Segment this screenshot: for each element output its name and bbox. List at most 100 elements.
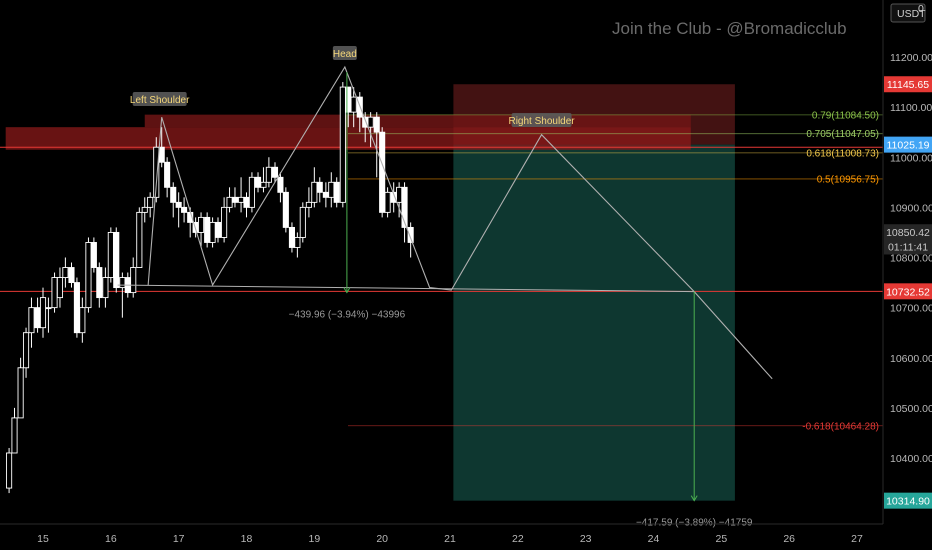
zones-layer bbox=[5, 84, 735, 501]
candle bbox=[311, 181, 318, 203]
y-tick-label: 11200.00 bbox=[890, 52, 932, 64]
left-shoulder-label: Left Shoulder bbox=[130, 95, 190, 106]
fib-label-2: 0.618(11008.73) bbox=[806, 148, 879, 159]
candle bbox=[243, 196, 250, 208]
price-tag-3 bbox=[884, 238, 932, 255]
fib-label-4: -0.618(10464.28) bbox=[802, 421, 879, 432]
candle bbox=[170, 186, 177, 203]
candle bbox=[175, 201, 182, 208]
resistance-zone-upper bbox=[144, 114, 691, 128]
x-tick-label: 21 bbox=[444, 533, 456, 545]
price-tag-4 bbox=[884, 283, 932, 300]
candle bbox=[51, 277, 58, 309]
candle bbox=[153, 146, 160, 198]
candle bbox=[214, 221, 222, 238]
x-tick-label: 24 bbox=[648, 533, 660, 545]
candle bbox=[28, 307, 35, 334]
candle bbox=[277, 176, 284, 193]
candle bbox=[204, 216, 211, 243]
candle bbox=[56, 277, 64, 299]
resistance-zone bbox=[5, 127, 691, 150]
take-profit-zone bbox=[453, 144, 735, 501]
candle bbox=[238, 196, 245, 203]
candle bbox=[260, 181, 267, 188]
candle bbox=[68, 267, 75, 284]
candle bbox=[271, 166, 279, 178]
neckline bbox=[117, 284, 695, 293]
x-tick-label: 19 bbox=[308, 533, 320, 545]
x-tick-label: 27 bbox=[851, 533, 863, 545]
candle bbox=[248, 176, 255, 208]
price-tag-label-3: 01:11:41 bbox=[888, 241, 928, 253]
price-tag-label-0: 11145.65 bbox=[887, 79, 929, 91]
currency-button[interactable] bbox=[890, 3, 926, 23]
price-tag-5 bbox=[884, 492, 932, 509]
fib-label-1: 0.705(11047.05) bbox=[806, 129, 879, 140]
measure-arrow-icon bbox=[690, 495, 698, 502]
candle bbox=[113, 231, 120, 289]
candle bbox=[231, 196, 239, 203]
candle bbox=[384, 191, 391, 213]
measure-arrow-icon bbox=[343, 287, 351, 294]
candle bbox=[379, 131, 386, 213]
price-axis[interactable]: 10400.00 10500.00 10600.00 10700.00 10800.00… bbox=[882, 0, 932, 524]
y-tick-label: 11000.00 bbox=[890, 152, 932, 164]
price-tags-layer: 11145.65 11025.19 10850.42 01:11:41 10732.52… bbox=[884, 76, 932, 509]
candle bbox=[339, 86, 346, 203]
candle bbox=[299, 206, 306, 238]
candle bbox=[350, 96, 357, 113]
candle bbox=[45, 307, 52, 310]
candle bbox=[305, 201, 312, 208]
candle bbox=[401, 186, 408, 228]
candle bbox=[6, 452, 13, 489]
candle bbox=[282, 191, 289, 228]
candle bbox=[221, 206, 228, 238]
candle bbox=[22, 332, 30, 369]
candle bbox=[328, 181, 335, 198]
candle bbox=[73, 282, 80, 334]
y-axis-ticks: 10400.00 10500.00 10600.00 10700.00 10800.00… bbox=[890, 52, 932, 465]
right-shoulder-label-bg bbox=[511, 113, 572, 127]
price-tag-2 bbox=[884, 224, 932, 241]
y-tick-label: 10900.00 bbox=[890, 202, 932, 214]
candle bbox=[367, 116, 374, 128]
measure-label-1: −417.59 (−3.89%) −41759 bbox=[636, 518, 753, 529]
candle bbox=[79, 307, 86, 334]
candle bbox=[90, 242, 97, 268]
fib-label-0: 0.79(11084.50) bbox=[812, 110, 879, 121]
x-tick-label: 20 bbox=[376, 533, 388, 545]
candle bbox=[130, 267, 137, 294]
candle bbox=[407, 226, 414, 243]
candle bbox=[209, 221, 216, 243]
right-shoulder-label: Right Shoulder bbox=[508, 116, 575, 127]
y-tick-label: 10500.00 bbox=[890, 403, 932, 415]
candle bbox=[265, 166, 272, 183]
x-tick-label: 22 bbox=[512, 533, 524, 545]
y-tick-label: 10400.00 bbox=[890, 453, 932, 465]
candle bbox=[141, 206, 148, 213]
candle bbox=[322, 191, 329, 198]
y-tick-label: 10800.00 bbox=[890, 253, 932, 265]
x-tick-label: 23 bbox=[580, 533, 592, 545]
price-tag-1 bbox=[884, 136, 932, 153]
time-axis[interactable]: 15 16 17 18 19 20 21 22 23 24 25 26 27 bbox=[0, 523, 883, 545]
candle bbox=[107, 231, 114, 278]
candle bbox=[102, 277, 109, 299]
candle bbox=[373, 116, 380, 133]
candle bbox=[164, 161, 171, 188]
candle bbox=[39, 297, 47, 329]
y-tick-label: 10600.00 bbox=[890, 353, 932, 365]
currency-label: USDT bbox=[897, 8, 926, 20]
measure-layer: −439.96 (−3.94%) −43996 −417.59 (−3.89%) … bbox=[289, 72, 753, 529]
price-tag-label-4: 10732.52 bbox=[886, 286, 930, 298]
candle bbox=[316, 181, 323, 193]
price-tag-label-1: 11025.19 bbox=[886, 140, 929, 152]
candle bbox=[226, 196, 233, 208]
head-label-bg bbox=[332, 46, 357, 60]
horizontal-lines-layer: 0.79(11084.50) 0.705(11047.05) 0.618(11008… bbox=[0, 110, 883, 432]
candle bbox=[147, 196, 154, 208]
price-tag-label-5: 10314.90 bbox=[886, 496, 930, 508]
x-tick-label: 16 bbox=[105, 533, 117, 545]
candle bbox=[17, 367, 24, 419]
